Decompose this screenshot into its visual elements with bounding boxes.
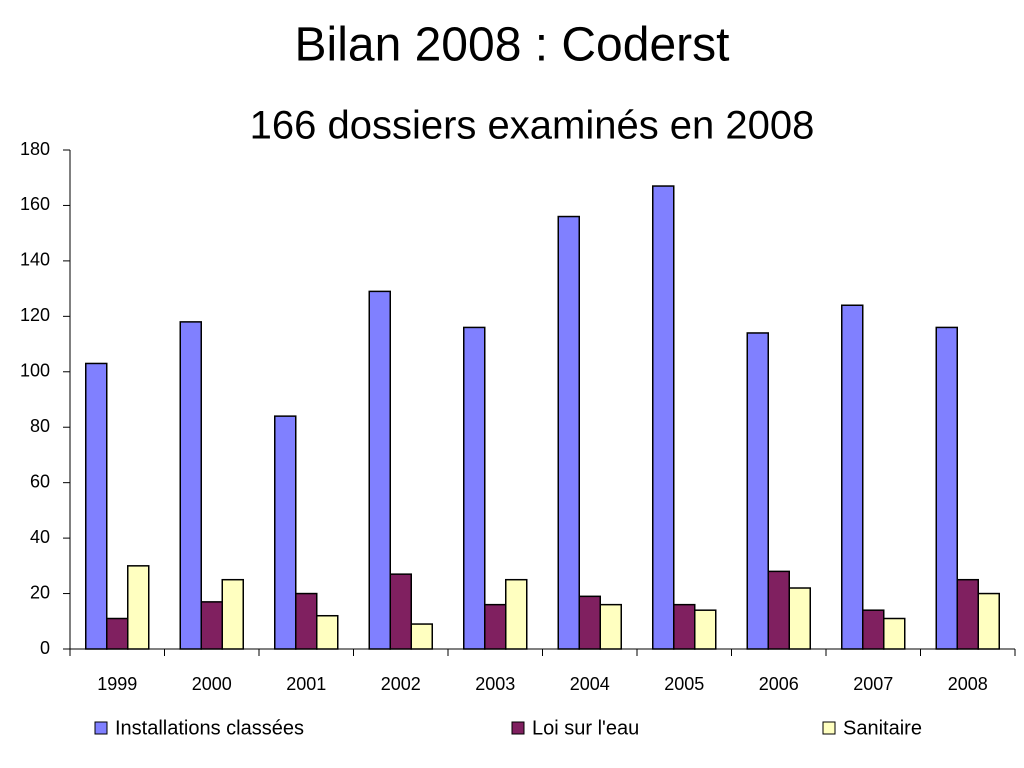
bar bbox=[977, 592, 1000, 650]
bar bbox=[368, 290, 391, 650]
x-tick-label: 2008 bbox=[948, 674, 988, 694]
y-tick-label: 40 bbox=[30, 527, 50, 547]
bar bbox=[389, 573, 412, 650]
bar bbox=[557, 215, 580, 650]
bar bbox=[956, 578, 979, 650]
x-tick-label: 2006 bbox=[759, 674, 799, 694]
y-tick-label: 140 bbox=[20, 250, 50, 270]
bar bbox=[316, 614, 339, 650]
bar bbox=[862, 609, 885, 650]
legend-label: Installations classées bbox=[115, 717, 304, 739]
bar bbox=[274, 415, 297, 650]
bar bbox=[841, 304, 864, 650]
y-tick-label: 80 bbox=[30, 416, 50, 436]
bar bbox=[179, 321, 202, 650]
bar bbox=[788, 587, 811, 650]
bar bbox=[935, 326, 958, 650]
bar bbox=[463, 326, 486, 650]
bar bbox=[652, 185, 675, 650]
bar bbox=[200, 601, 223, 650]
x-tick-label: 1999 bbox=[97, 674, 137, 694]
legend-swatch bbox=[94, 721, 108, 735]
bar bbox=[673, 603, 696, 650]
legend-label: Loi sur l'eau bbox=[532, 717, 639, 739]
legend-label: Sanitaire bbox=[843, 717, 922, 739]
bar bbox=[106, 617, 129, 650]
bar bbox=[505, 578, 528, 650]
y-tick-label: 0 bbox=[40, 638, 50, 658]
bar bbox=[767, 570, 790, 650]
chart-subtitle: 166 dossiers examinés en 2008 bbox=[250, 104, 815, 148]
x-tick-label: 2000 bbox=[192, 674, 232, 694]
bar bbox=[221, 578, 244, 650]
x-tick-label: 2005 bbox=[664, 674, 704, 694]
y-tick-label: 180 bbox=[20, 139, 50, 159]
legend-swatch bbox=[511, 721, 525, 735]
bar bbox=[883, 617, 906, 650]
bar bbox=[127, 565, 150, 650]
y-tick-label: 160 bbox=[20, 194, 50, 214]
bar bbox=[746, 332, 769, 650]
y-tick-label: 20 bbox=[30, 582, 50, 602]
bar bbox=[295, 592, 318, 650]
bar bbox=[484, 603, 507, 650]
y-tick-label: 120 bbox=[20, 305, 50, 325]
x-tick-label: 2003 bbox=[475, 674, 515, 694]
bar bbox=[694, 609, 717, 650]
bar bbox=[578, 595, 601, 650]
chart-title: Bilan 2008 : Coderst bbox=[295, 19, 730, 72]
x-tick-label: 2002 bbox=[381, 674, 421, 694]
bar bbox=[410, 623, 433, 650]
x-tick-label: 2001 bbox=[286, 674, 326, 694]
x-tick-label: 2007 bbox=[853, 674, 893, 694]
y-tick-label: 60 bbox=[30, 471, 50, 491]
bar bbox=[599, 603, 622, 650]
x-tick-label: 2004 bbox=[570, 674, 610, 694]
bar bbox=[85, 362, 108, 650]
y-tick-label: 100 bbox=[20, 361, 50, 381]
legend-swatch bbox=[822, 721, 836, 735]
